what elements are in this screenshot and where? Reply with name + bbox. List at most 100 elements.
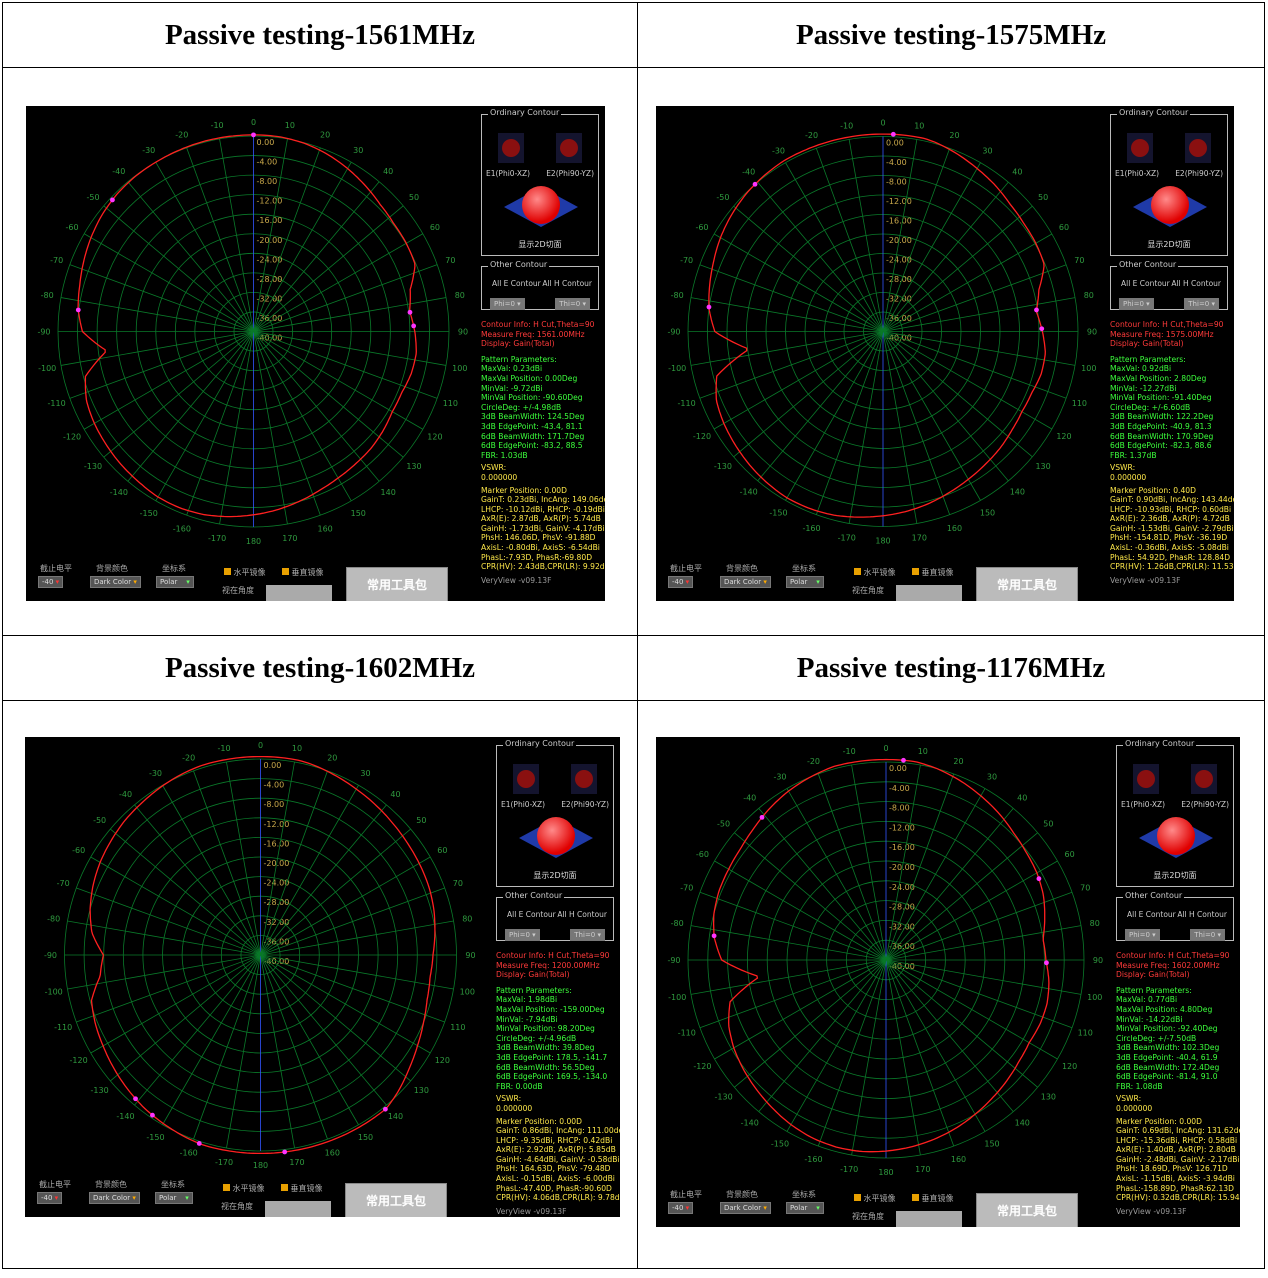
pattern-marker[interactable] (407, 309, 413, 315)
cutoff-select[interactable]: -40 ▾ (668, 1202, 694, 1214)
ring-label: -8.00 (257, 177, 278, 186)
angle-label: -60 (696, 850, 709, 859)
view-angle-input[interactable] (266, 585, 332, 601)
pattern-marker[interactable] (890, 131, 896, 137)
toolkit-button[interactable]: 常用工具包 (345, 1183, 447, 1217)
angle-label: 40 (1012, 167, 1022, 176)
show-2d-button[interactable]: 显示2D切面 (1147, 240, 1191, 249)
ring-label: -40.00 (886, 334, 912, 343)
pattern-marker[interactable] (382, 1106, 388, 1112)
phi-select[interactable]: Phi=0 ▾ (490, 291, 525, 310)
ring-label: -40.00 (257, 334, 283, 343)
grid-spoke (713, 331, 884, 430)
grid-spoke (848, 139, 884, 332)
view-angle-input[interactable] (896, 585, 962, 601)
coord-select[interactable]: Polar ▾ (786, 1202, 824, 1214)
pattern-marker[interactable] (411, 323, 417, 329)
pattern-parameters: Pattern Parameters: MaxVal: 1.98dBi MaxV… (496, 985, 608, 1091)
coord-label: 坐标系 (161, 1180, 185, 1189)
v-mirror-checkbox[interactable]: 垂直镜像 (282, 567, 324, 578)
thi-select[interactable]: Thi=0 ▾ (1190, 922, 1225, 941)
h-mirror-checkbox[interactable]: 水平镜像 (854, 567, 896, 578)
view-angle-input[interactable] (265, 1201, 331, 1217)
pattern-marker[interactable] (1039, 326, 1045, 332)
show-2d-button[interactable]: 显示2D切面 (533, 871, 577, 880)
v-mirror-checkbox[interactable]: 垂直镜像 (912, 1193, 954, 1204)
e2-cube-icon[interactable] (1191, 764, 1217, 794)
pattern-marker[interactable] (1036, 876, 1042, 882)
bg-color-select[interactable]: Dark Color ▾ (89, 1192, 140, 1204)
thi-select[interactable]: Thi=0 ▾ (570, 922, 605, 941)
grid-spoke (260, 954, 454, 990)
cutoff-select[interactable]: -40 ▾ (668, 576, 694, 588)
3d-sphere-icon[interactable] (519, 814, 593, 862)
e2-cube-icon[interactable] (556, 133, 582, 163)
toolkit-button[interactable]: 常用工具包 (346, 567, 448, 601)
pattern-marker[interactable] (1044, 960, 1049, 966)
e2-cube-icon[interactable] (1185, 133, 1211, 163)
grid-spoke (67, 920, 261, 956)
ring-label: -12.00 (889, 823, 915, 832)
cutoff-select[interactable]: -40 ▾ (37, 1192, 63, 1204)
pattern-marker[interactable] (901, 757, 906, 763)
pattern-marker[interactable] (251, 132, 256, 138)
3d-sphere-icon[interactable] (504, 183, 578, 231)
3d-sphere-icon[interactable] (1139, 814, 1213, 862)
pattern-marker[interactable] (759, 814, 765, 820)
h-mirror-checkbox[interactable]: 水平镜像 (854, 1193, 896, 1204)
thi-select[interactable]: Thi=0 ▾ (1184, 291, 1219, 310)
title-0: Passive testing-1561MHz (164, 18, 476, 51)
pattern-marker[interactable] (196, 1141, 202, 1146)
phi-select[interactable]: Phi=0 ▾ (1125, 922, 1160, 941)
pattern-marker[interactable] (752, 181, 758, 187)
grid-spoke (785, 162, 884, 332)
pattern-marker[interactable] (1034, 307, 1039, 313)
toolkit-button[interactable]: 常用工具包 (976, 1193, 1078, 1227)
bg-color-select[interactable]: Dark Color ▾ (90, 576, 141, 588)
e1-cube-icon[interactable] (1127, 133, 1153, 163)
ordinary-contour-legend: Ordinary Contour (503, 739, 577, 748)
pattern-marker[interactable] (110, 197, 115, 203)
grid-spoke (815, 331, 884, 515)
e1-cube-icon[interactable] (498, 133, 524, 163)
grid-spoke (817, 959, 887, 1147)
h-mirror-checkbox[interactable]: 水平镜像 (224, 567, 266, 578)
grid-spoke (260, 887, 445, 956)
view-angle-input[interactable] (896, 1211, 962, 1227)
coord-select[interactable]: Polar ▾ (786, 576, 824, 588)
ring-label: -24.00 (886, 256, 912, 265)
pattern-marker[interactable] (75, 307, 81, 313)
pattern-marker[interactable] (706, 304, 712, 310)
grid-spoke (253, 331, 288, 525)
show-2d-button[interactable]: 显示2D切面 (518, 240, 562, 249)
cutoff-select[interactable]: -40 ▾ (38, 576, 64, 588)
e1-cube-icon[interactable] (513, 764, 539, 794)
h-mirror-checkbox[interactable]: 水平镜像 (223, 1183, 265, 1194)
phi-select[interactable]: Phi=0 ▾ (505, 922, 540, 941)
angle-label: 150 (351, 509, 366, 518)
pattern-marker[interactable] (282, 1149, 288, 1155)
angle-label: -150 (771, 1140, 789, 1149)
grid-spoke (127, 331, 254, 482)
other-contour-box: Other Contour All E Contour All H Contou… (1116, 891, 1234, 941)
bg-color-select[interactable]: Dark Color ▾ (720, 1202, 771, 1214)
ring-label: -32.00 (264, 918, 290, 927)
e1-cube-icon[interactable] (1133, 764, 1159, 794)
coord-select[interactable]: Polar ▾ (156, 576, 194, 588)
angle-label: 180 (878, 1168, 893, 1177)
pattern-marker[interactable] (133, 1096, 138, 1102)
grid-spoke (757, 181, 884, 332)
3d-sphere-icon[interactable] (1133, 183, 1207, 231)
coord-select[interactable]: Polar ▾ (155, 1192, 193, 1204)
angle-label: -120 (63, 432, 81, 441)
e2-cube-icon[interactable] (571, 764, 597, 794)
bg-color-select[interactable]: Dark Color ▾ (720, 576, 771, 588)
pattern-marker[interactable] (711, 933, 717, 939)
thi-select[interactable]: Thi=0 ▾ (555, 291, 590, 310)
pattern-marker[interactable] (150, 1112, 155, 1118)
toolkit-button[interactable]: 常用工具包 (976, 567, 1078, 601)
v-mirror-checkbox[interactable]: 垂直镜像 (912, 567, 954, 578)
v-mirror-checkbox[interactable]: 垂直镜像 (281, 1183, 323, 1194)
show-2d-button[interactable]: 显示2D切面 (1153, 871, 1197, 880)
phi-select[interactable]: Phi=0 ▾ (1119, 291, 1154, 310)
